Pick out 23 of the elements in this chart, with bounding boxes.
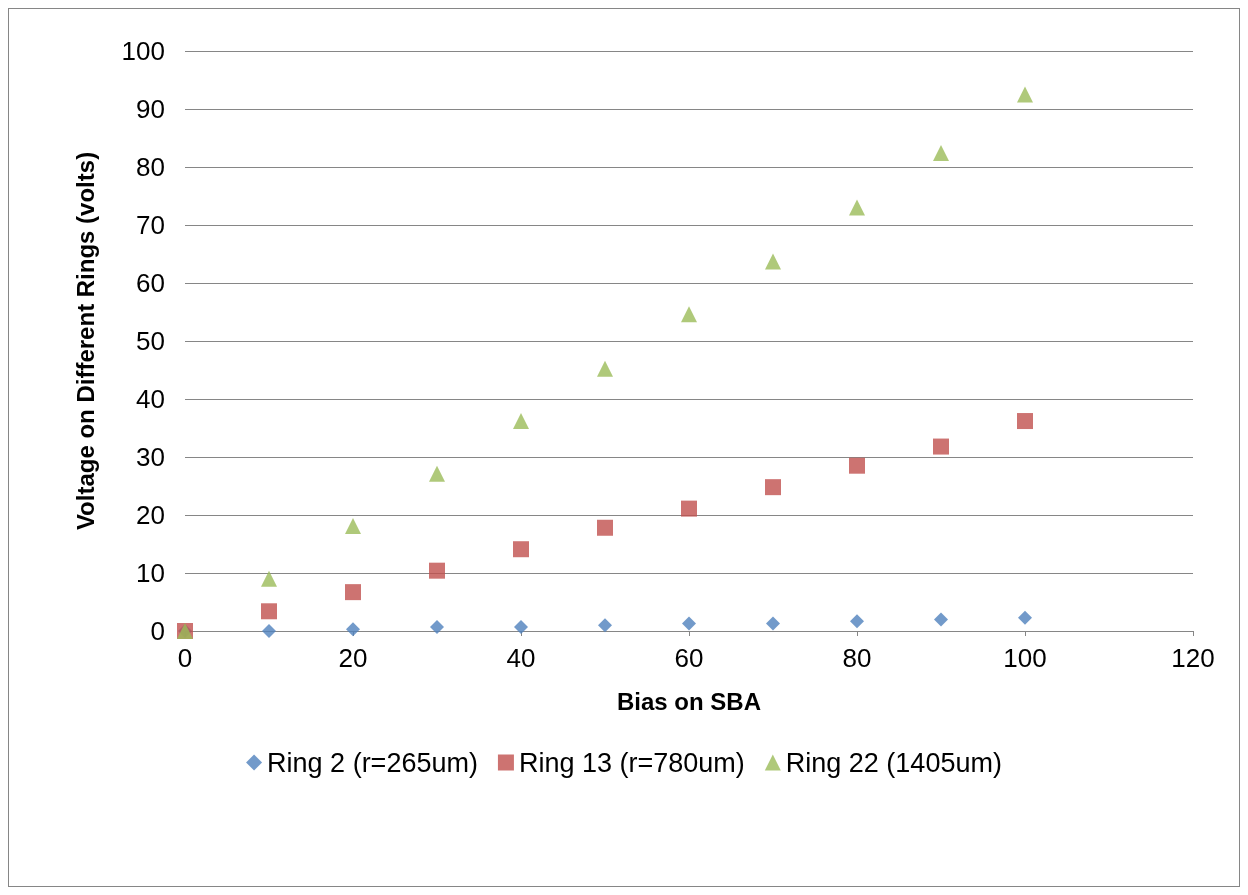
legend-label: Ring 22 (1405um) <box>785 747 1002 778</box>
y-axis-title: Voltage on Different Rings (volts) <box>71 151 99 531</box>
y-tick-label: 10 <box>136 558 165 588</box>
x-tick-label: 40 <box>506 643 536 673</box>
legend-label: Ring 2 (r=265um) <box>267 747 478 778</box>
x-tick-label: 60 <box>674 643 704 673</box>
x-tick-label: 20 <box>338 643 368 673</box>
y-tick-label: 40 <box>136 384 165 414</box>
x-tick-label: 0 <box>177 643 193 673</box>
x-tick-label: 80 <box>842 643 872 673</box>
y-tick-label: 30 <box>136 442 165 472</box>
y-tick-label: 70 <box>136 210 165 240</box>
y-tick-label: 20 <box>136 500 165 530</box>
x-tick-label: 100 <box>1003 643 1047 673</box>
y-tick-label: 90 <box>136 94 165 124</box>
y-tick-label: 100 <box>121 36 165 66</box>
legend-label: Ring 13 (r=780um) <box>518 747 745 778</box>
y-tick-label: 50 <box>136 326 165 356</box>
x-axis-title: Bias on SBA <box>616 687 762 715</box>
y-tick-label: 60 <box>136 268 165 298</box>
y-tick-label: 80 <box>136 152 165 182</box>
y-tick-label: 0 <box>150 616 165 646</box>
x-tick-label: 120 <box>1171 643 1215 673</box>
